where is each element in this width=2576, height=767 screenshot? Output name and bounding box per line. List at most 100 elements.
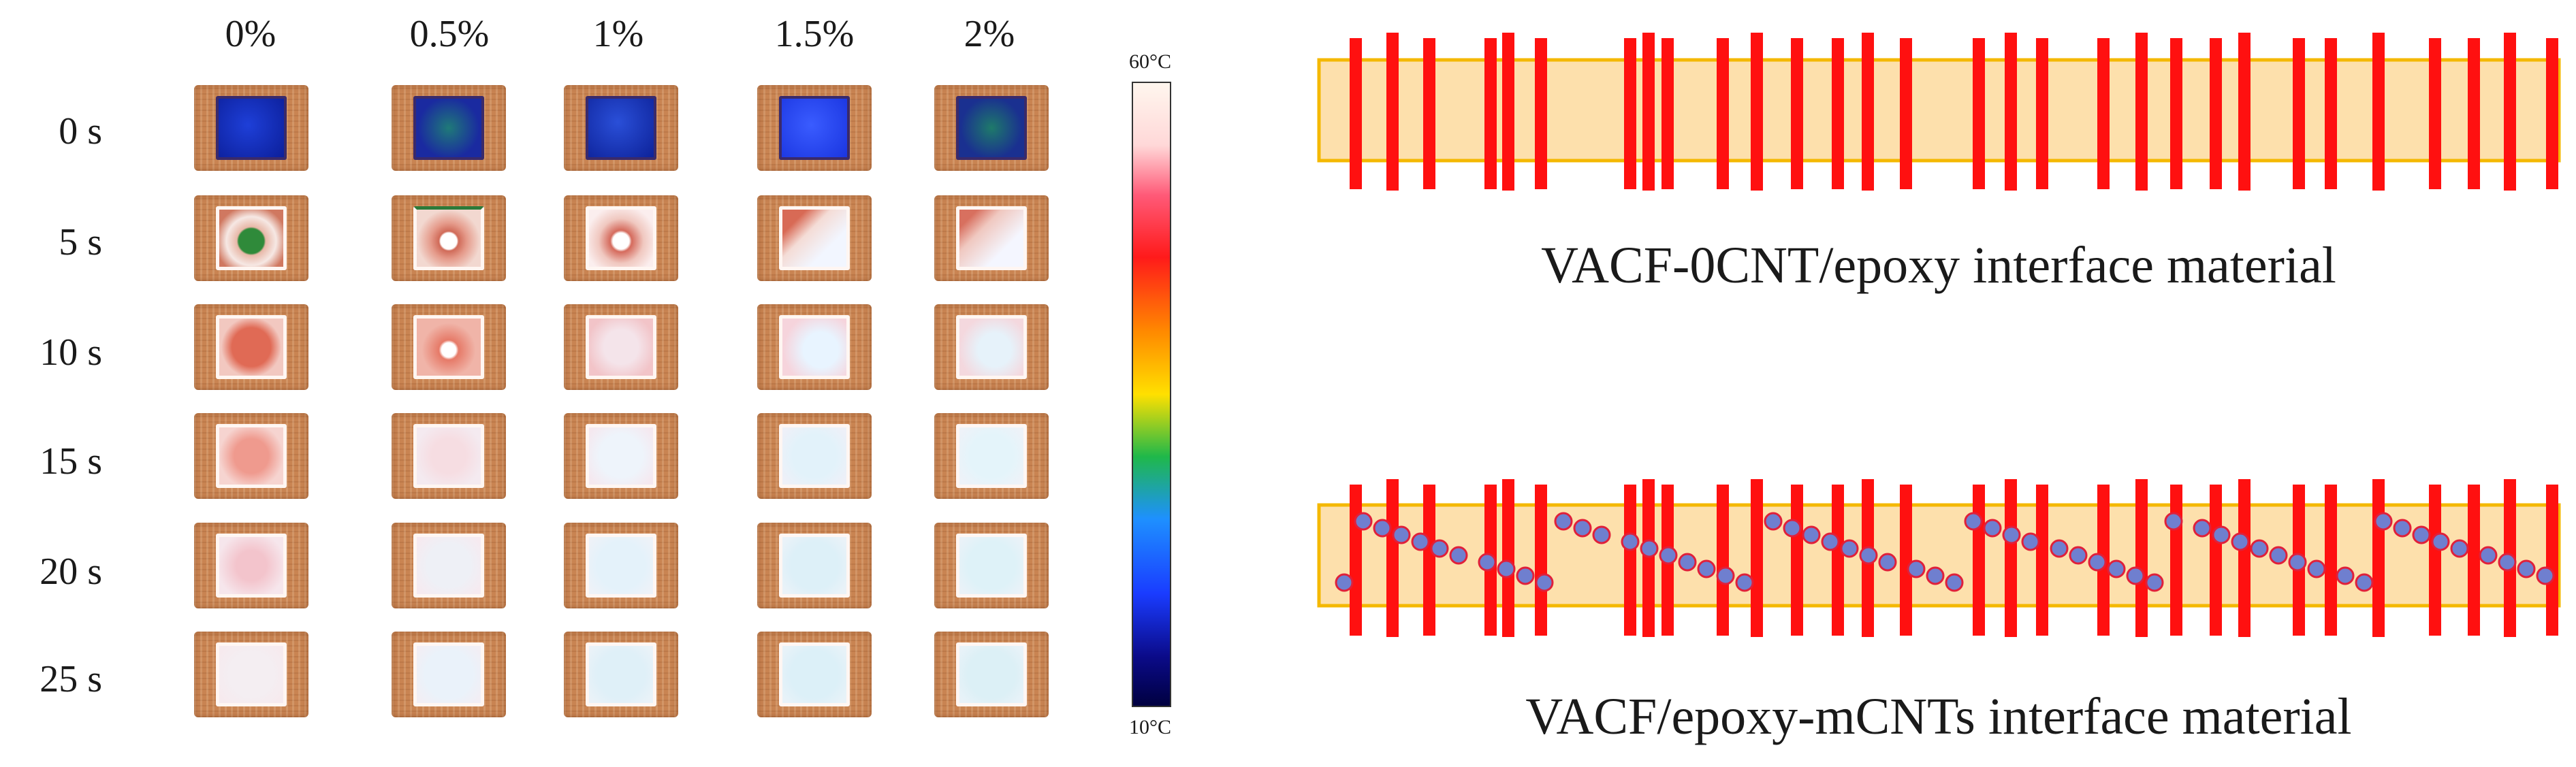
cnt-particle-48 (2307, 559, 2326, 578)
thermal-cell-0s-05pct (392, 85, 506, 171)
cnt-particle-45 (2250, 539, 2269, 558)
cnt-particle-19 (1716, 566, 1735, 585)
carbon-fiber-bottom-6 (1624, 485, 1636, 636)
carbon-fiber-top-3 (1484, 38, 1497, 189)
thermal-cell-5s-2pct (934, 195, 1049, 281)
cnt-particle-53 (2412, 525, 2431, 544)
carbon-fiber-top-19 (2135, 33, 2148, 191)
carbon-fiber-top-26 (2429, 38, 2441, 189)
cnt-particle-38 (2107, 559, 2126, 578)
row-label-20s: 20 s (39, 551, 102, 593)
carbon-fiber-bottom-26 (2429, 485, 2441, 636)
cnt-particle-17 (1678, 553, 1697, 572)
thermal-cell-20s-05pct (392, 523, 506, 608)
carbon-fiber-top-22 (2238, 33, 2251, 191)
carbon-fiber-bottom-0 (1350, 485, 1362, 636)
carbon-fiber-top-9 (1717, 38, 1729, 189)
cnt-particle-3 (1392, 525, 1411, 544)
col-label-1: 1% (592, 13, 644, 55)
caption-top: VACF-0CNT/epoxy interface material (1541, 237, 2336, 294)
thermal-cell-5s-1pct (564, 195, 678, 281)
thermal-cell-25s-2pct (934, 632, 1049, 717)
thermal-cell-10s-1pct (564, 304, 678, 390)
thermal-cell-25s-1pct (564, 632, 678, 717)
cnt-particle-8 (1497, 559, 1516, 578)
carbon-fiber-top-29 (2546, 38, 2558, 189)
thermal-cell-5s-05pct (392, 195, 506, 281)
carbon-fiber-bottom-21 (2210, 485, 2222, 636)
thermal-cell-20s-2pct (934, 523, 1049, 608)
col-label-0: 0% (225, 13, 276, 55)
carbon-fiber-bottom-25 (2372, 479, 2385, 637)
cnt-particles (1335, 512, 2555, 592)
cnt-particle-56 (2479, 546, 2498, 565)
carbon-fiber-bottom-2 (1423, 485, 1435, 636)
carbon-fiber-bottom-12 (1832, 485, 1844, 636)
cnt-particle-7 (1478, 553, 1497, 572)
cnt-particle-26 (1859, 546, 1878, 565)
cnt-particle-35 (2050, 539, 2069, 558)
thermal-cell-20s-1pct (564, 523, 678, 608)
carbon-fiber-top-0 (1350, 38, 1362, 189)
cnt-particle-55 (2450, 539, 2469, 558)
thermal-cell-20s-0pct (194, 523, 308, 608)
cnt-particle-24 (1821, 532, 1840, 551)
temperature-colorbar (1132, 82, 1171, 707)
cnt-particle-22 (1783, 519, 1802, 538)
thermal-cell-0s-1pct (564, 85, 678, 171)
row-label-15s: 15 s (39, 440, 102, 483)
cnt-particle-49 (2336, 566, 2355, 585)
thermal-cell-20s-15pct (757, 523, 872, 608)
thermal-cell-5s-0pct (194, 195, 308, 281)
fibers-top (1350, 33, 2558, 191)
col-label-1-5: 1.5% (774, 13, 855, 55)
cnt-particle-1 (1354, 512, 1373, 531)
caption-bottom: VACF/epoxy-mCNTs interface material (1525, 688, 2352, 745)
cnt-particle-14 (1621, 532, 1640, 551)
epoxy-band-bottom (1317, 503, 2561, 608)
thermal-cell-15s-05pct (392, 413, 506, 499)
cnt-particle-50 (2355, 573, 2374, 592)
carbon-fiber-top-21 (2210, 38, 2222, 189)
col-label-0-5: 0.5% (409, 13, 490, 55)
cnt-particle-46 (2269, 546, 2288, 565)
cnt-particle-31 (1964, 512, 1983, 531)
thermal-cell-0s-0pct (194, 85, 308, 171)
thermal-cell-10s-05pct (392, 304, 506, 390)
thermal-cell-25s-0pct (194, 632, 308, 717)
cnt-particle-28 (1907, 559, 1926, 578)
cnt-particle-6 (1449, 546, 1468, 565)
cnt-particle-18 (1697, 559, 1716, 578)
cnt-particle-21 (1764, 512, 1783, 531)
carbon-fiber-top-17 (2036, 38, 2048, 189)
cnt-particle-12 (1573, 519, 1592, 538)
cnt-particle-5 (1430, 539, 1449, 558)
cnt-particle-15 (1640, 539, 1659, 558)
cnt-particle-51 (2374, 512, 2393, 531)
carbon-fiber-top-20 (2170, 38, 2182, 189)
thermal-cell-25s-05pct (392, 632, 506, 717)
carbon-fiber-bottom-11 (1791, 485, 1803, 636)
carbon-fiber-top-2 (1423, 38, 1435, 189)
cnt-particle-2 (1373, 519, 1392, 538)
cnt-particle-32 (1983, 519, 2002, 538)
carbon-fiber-top-13 (1862, 33, 1874, 191)
diagram-vacf-0cnt (1317, 33, 2561, 191)
carbon-fiber-top-12 (1832, 38, 1844, 189)
cnt-particle-20 (1735, 573, 1754, 592)
thermal-cell-15s-15pct (757, 413, 872, 499)
cnt-particle-27 (1878, 553, 1897, 572)
cnt-particle-9 (1516, 566, 1535, 585)
row-label-10s: 10 s (39, 331, 102, 374)
carbon-fiber-top-4 (1502, 33, 1514, 191)
row-label-25s: 25 s (39, 658, 102, 700)
thermal-cell-15s-2pct (934, 413, 1049, 499)
epoxy-band-top (1317, 58, 2561, 163)
carbon-fiber-top-15 (1973, 38, 1985, 189)
cnt-particle-47 (2288, 553, 2307, 572)
colorbar-min-label: 10°C (1128, 716, 1172, 738)
carbon-fiber-bottom-24 (2325, 485, 2337, 636)
thermal-cell-15s-1pct (564, 413, 678, 499)
carbon-fiber-top-27 (2468, 38, 2480, 189)
cnt-particle-37 (2088, 553, 2107, 572)
